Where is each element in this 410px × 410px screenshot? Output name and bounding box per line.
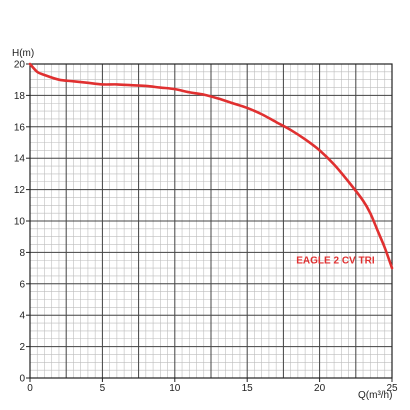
y-axis-label: H(m): [12, 48, 34, 59]
x-tick-label: 15: [242, 383, 254, 394]
grid: [30, 64, 392, 378]
y-tick-label: 12: [14, 185, 26, 196]
y-tick-label: 18: [14, 91, 26, 102]
y-tick-label: 2: [19, 342, 25, 353]
series-layer: EAGLE 2 CV TRI: [28, 62, 394, 270]
x-tick-label: 20: [314, 383, 326, 394]
x-tick-label: 0: [27, 383, 33, 394]
y-tick-label: 16: [14, 122, 26, 133]
series-line-0: [28, 62, 394, 270]
axis-ticks: 0 5 10 15 20 25 0 2 4 6 8 10 12 14 16 18 20: [14, 60, 398, 395]
x-axis-label: Q(m³/h): [358, 390, 392, 401]
x-tick-label: 25: [386, 383, 398, 394]
y-tick-label: 0: [19, 374, 25, 385]
y-tick-label: 14: [14, 154, 26, 165]
y-tick-label: 4: [19, 311, 25, 322]
x-tick-label: 5: [100, 383, 106, 394]
series-label: EAGLE 2 CV TRI: [296, 255, 375, 266]
y-tick-label: 20: [14, 60, 26, 71]
y-tick-label: 8: [19, 248, 25, 259]
x-tick-label: 10: [169, 383, 181, 394]
y-tick-label: 6: [19, 279, 25, 290]
y-tick-label: 10: [14, 217, 26, 228]
